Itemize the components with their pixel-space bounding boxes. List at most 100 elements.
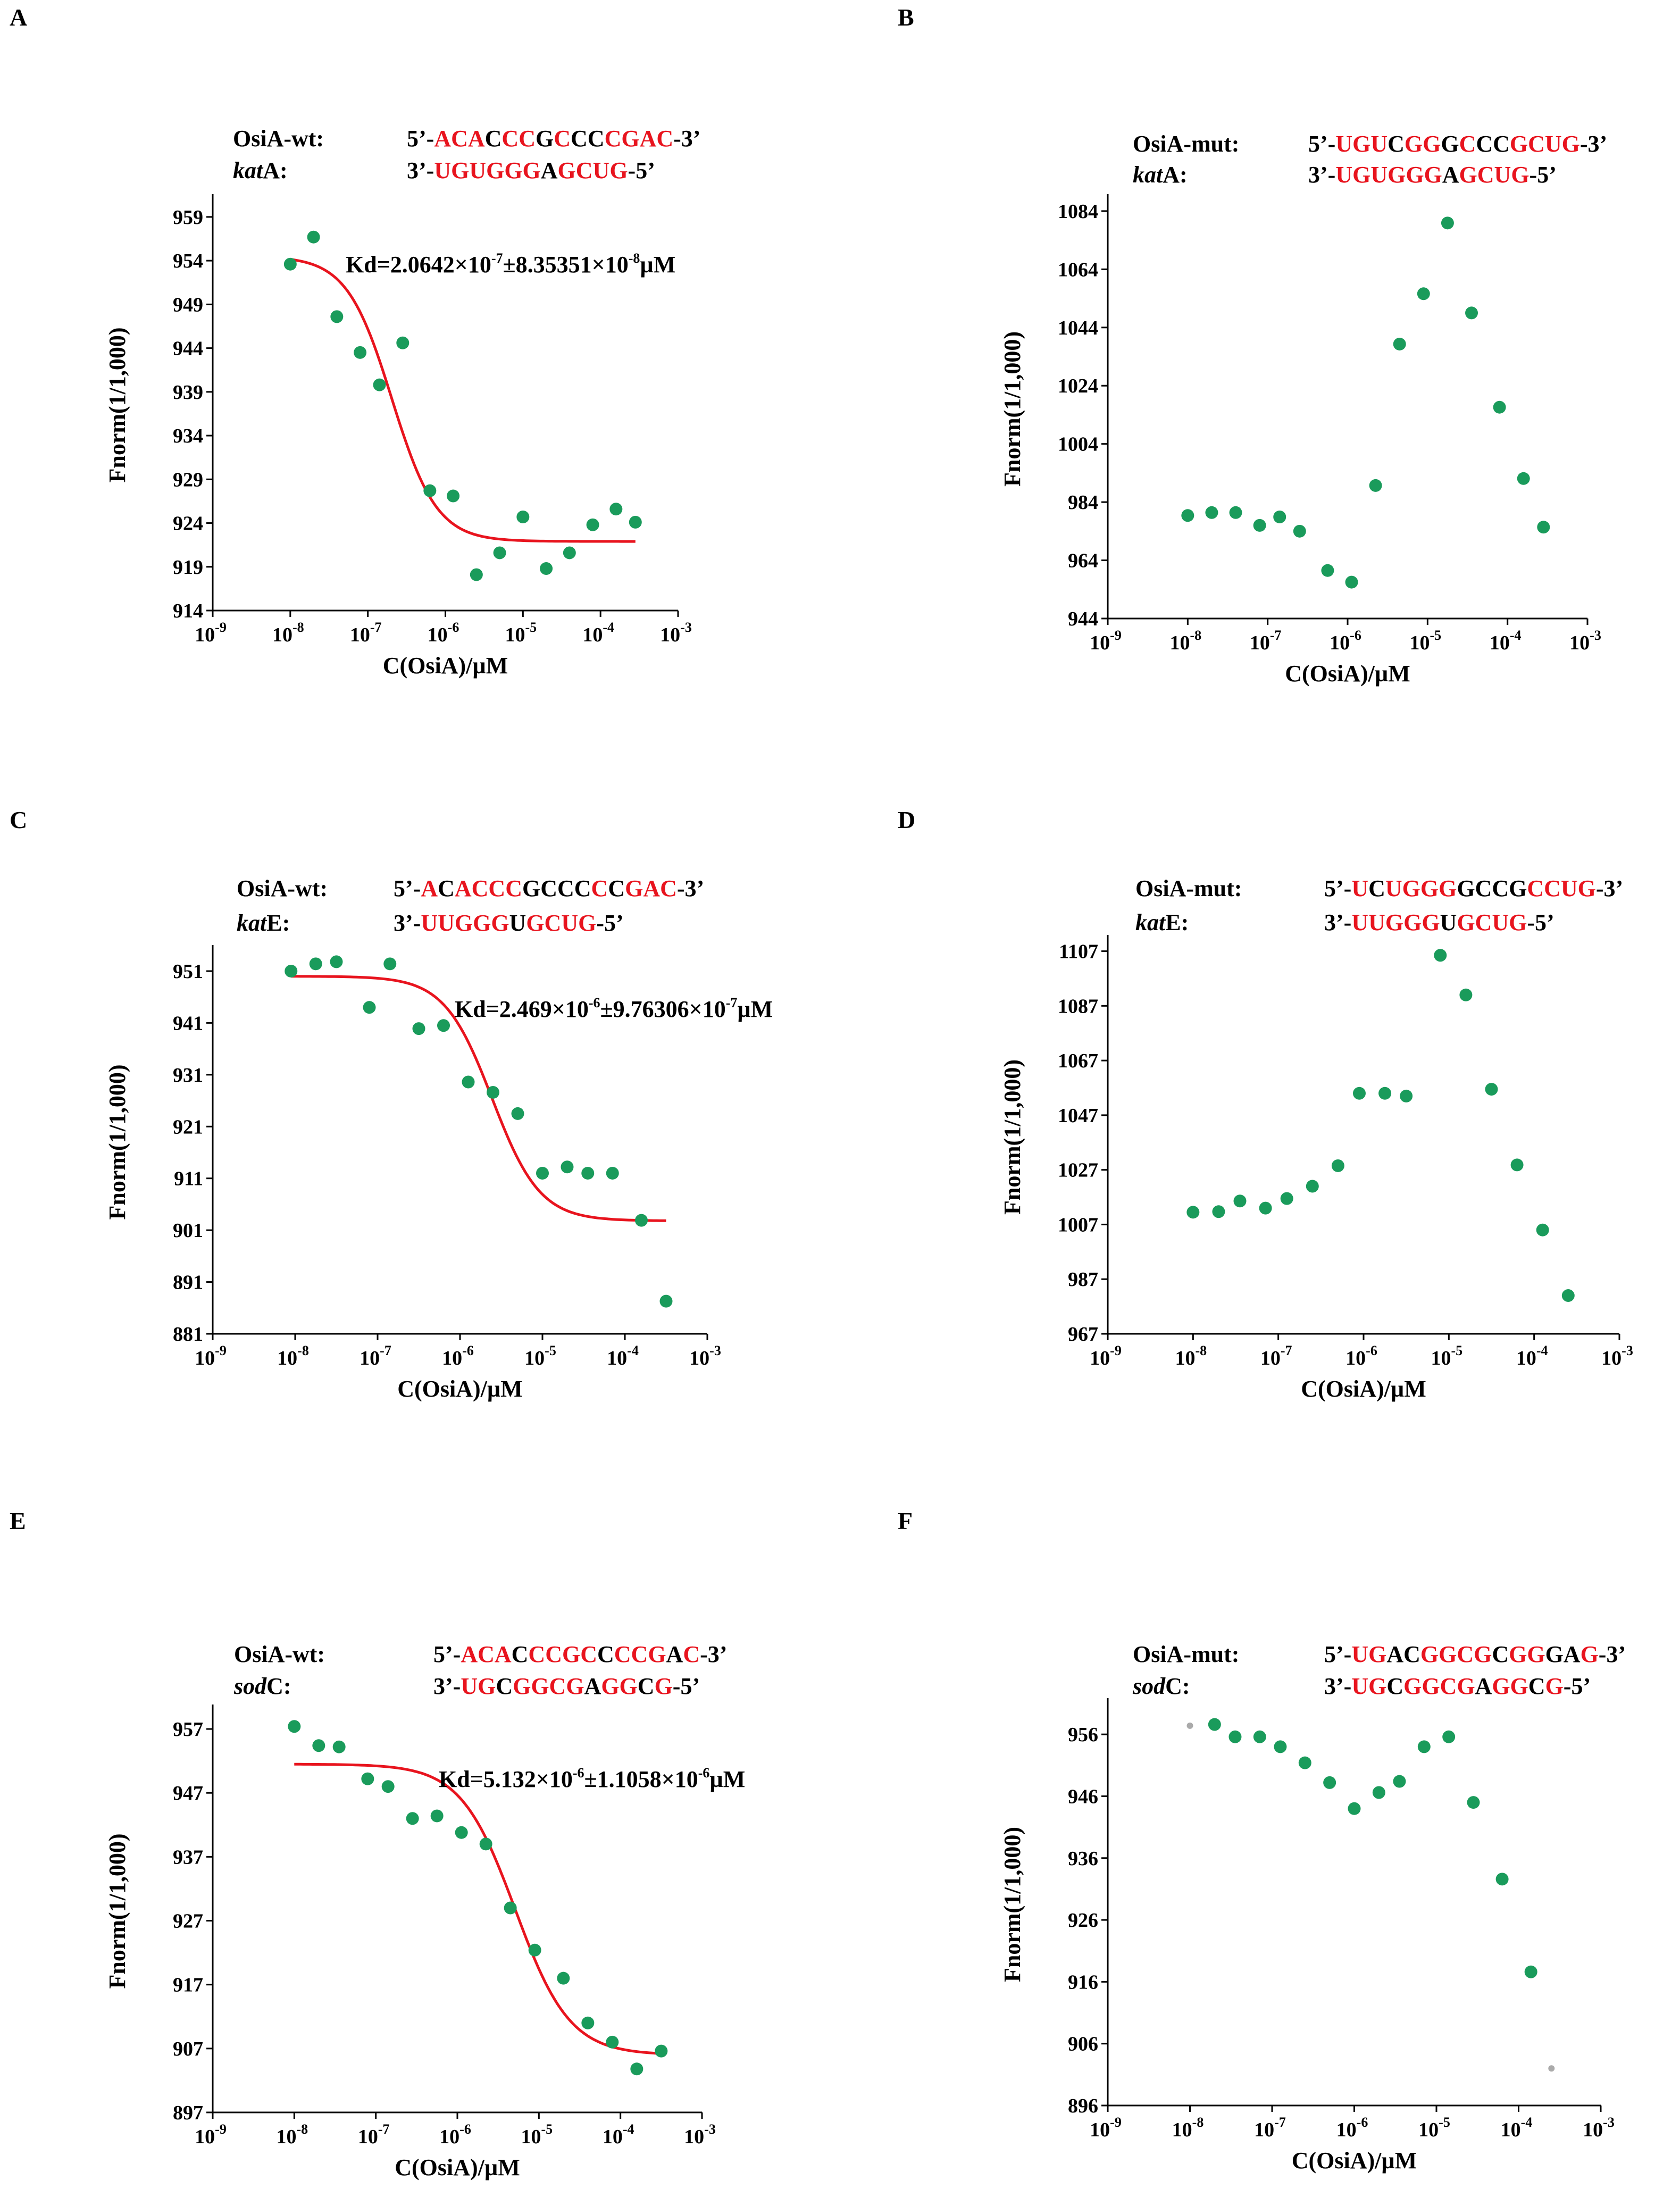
unpaired-base: -5’ (1564, 1673, 1591, 1699)
gene-name-rest: C: (1165, 1673, 1190, 1699)
data-point (309, 957, 322, 971)
x-tick-label: 10-9 (1090, 628, 1122, 654)
data-point (1524, 1965, 1537, 1978)
x-tick-exponent: -7 (380, 1343, 391, 1358)
x-tick-exponent: -5 (525, 620, 537, 635)
x-tick-label: 10-7 (360, 1343, 391, 1369)
sequence-label-target: sodC: (233, 1673, 291, 1699)
unpaired-base: 5’- (394, 875, 421, 901)
unpaired-base: -3’ (677, 875, 704, 901)
x-tick-label: 10-3 (660, 620, 692, 646)
data-point (1465, 306, 1478, 320)
x-tick-label: 10-9 (195, 1343, 227, 1369)
panel-c: COsiA-wt:katE:5’-ACACCCGCCCCCGAC-3’3’-UU… (10, 806, 773, 1402)
y-tick-label: 1047 (1058, 1105, 1098, 1127)
data-point (516, 511, 530, 524)
unpaired-base: U (1440, 909, 1457, 935)
gene-name-rest: A: (263, 157, 287, 183)
x-tick-base: 10 (1490, 632, 1510, 654)
x-tick-label: 10-6 (1345, 1343, 1377, 1369)
y-tick-label: 939 (173, 381, 203, 404)
data-point (288, 1720, 301, 1733)
paired-base: GAC (625, 875, 677, 901)
x-tick-base: 10 (195, 624, 215, 646)
x-tick-base: 10 (195, 1347, 215, 1369)
data-point (1417, 1740, 1431, 1753)
x-tick-exponent: -9 (215, 1343, 227, 1358)
data-point (1352, 1087, 1366, 1100)
x-tick-exponent: -7 (378, 2121, 390, 2137)
kd-text: Kd=2.0642×10 (346, 252, 491, 278)
x-tick-label: 10-6 (439, 2121, 471, 2148)
data-point (1393, 337, 1406, 350)
x-tick-label: 10-8 (276, 2121, 308, 2148)
paired-base: G (655, 1673, 673, 1699)
data-point (330, 955, 343, 968)
unpaired-base: 3’- (1324, 1673, 1351, 1699)
data-point (586, 518, 599, 531)
kd-text: ±1.1058×10 (584, 1766, 698, 1792)
y-tick-label: 1004 (1058, 433, 1098, 456)
x-tick-label: 10-3 (1601, 1343, 1633, 1369)
x-tick-base: 10 (1601, 1347, 1622, 1369)
paired-base: ACCC (455, 875, 522, 901)
x-tick-label: 10-7 (1260, 1343, 1292, 1369)
unpaired-base: -3’ (700, 1641, 727, 1667)
gene-name-italic: sod (233, 1673, 267, 1699)
unpaired-base: GA (1545, 1641, 1581, 1667)
paired-base: C (683, 1641, 700, 1667)
x-tick-label: 10-9 (1090, 1343, 1122, 1369)
y-tick-label: 1084 (1058, 200, 1098, 223)
sequence-label-query: OsiA-mut: (1133, 1641, 1239, 1667)
y-axis-title: Fnorm(1/1,000) (999, 331, 1025, 487)
data-point (1280, 1192, 1293, 1205)
data-point (504, 1901, 517, 1915)
unpaired-base: 3’- (433, 1673, 461, 1699)
x-tick-exponent: -5 (1439, 2115, 1450, 2130)
sequence-label-target: katA: (1133, 162, 1188, 188)
panel-b: BOsiA-mut:katA:5’-UGUCGGGCCCGCUG-3’3’-UG… (898, 4, 1607, 687)
x-tick-exponent: -3 (1603, 2115, 1615, 2130)
data-point (423, 484, 437, 497)
data-point (609, 503, 623, 516)
unpaired-base: C (1386, 1673, 1403, 1699)
x-tick-exponent: -7 (1274, 2115, 1286, 2130)
panel-label: C (10, 806, 27, 833)
y-axis-title: Fnorm(1/1,000) (104, 1833, 130, 1989)
data-point (655, 2044, 668, 2058)
data-point (381, 1780, 395, 1793)
x-tick-base: 10 (582, 624, 603, 646)
x-tick-exponent: -8 (292, 620, 304, 635)
x-tick-exponent: -5 (1430, 628, 1441, 643)
unpaired-base: A (584, 1673, 601, 1699)
unpaired-base: 3’- (1324, 909, 1351, 935)
x-tick-base: 10 (689, 1347, 709, 1369)
x-tick-base: 10 (276, 2126, 296, 2148)
sequence-query: 5’-ACACCCGCCCCCGAC-3’ (394, 875, 704, 901)
data-point (312, 1739, 325, 1752)
y-tick-label: 1064 (1058, 258, 1098, 281)
data-point (606, 1166, 619, 1180)
x-tick-base: 10 (277, 1347, 297, 1369)
x-tick-exponent: -6 (459, 2121, 471, 2137)
x-tick-base: 10 (1336, 2119, 1357, 2141)
x-tick-exponent: -9 (215, 620, 227, 635)
x-tick-label: 10-8 (272, 620, 304, 646)
fit-curve (294, 1762, 662, 2055)
unpaired-base: C (1492, 1641, 1509, 1667)
panel-label: D (898, 806, 915, 833)
unpaired-base: -3’ (1580, 131, 1607, 157)
data-point (511, 1107, 524, 1120)
x-tick-label: 10-3 (1569, 628, 1601, 654)
x-tick-exponent: -5 (1451, 1343, 1462, 1358)
x-tick-base: 10 (1409, 632, 1430, 654)
data-point (406, 1812, 419, 1825)
data-point (1229, 506, 1242, 519)
x-tick-exponent: -8 (296, 2121, 308, 2137)
data-point (1537, 521, 1550, 534)
data-point (1561, 1289, 1575, 1302)
x-tick-base: 10 (660, 624, 680, 646)
y-tick-label: 1007 (1058, 1214, 1098, 1236)
y-tick-label: 931 (173, 1064, 203, 1087)
